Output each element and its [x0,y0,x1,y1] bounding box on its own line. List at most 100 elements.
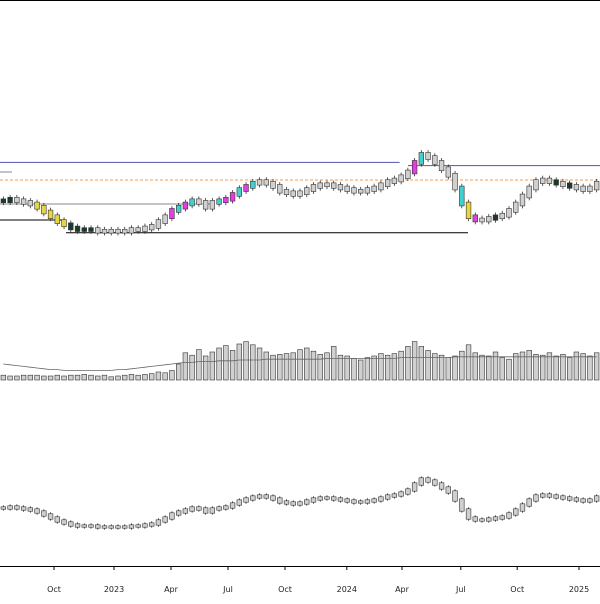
candle [101,228,108,234]
candle [553,494,559,499]
candle [587,498,593,503]
candle [384,494,391,500]
volume-bar [142,374,148,381]
volume-bar [283,353,290,381]
volume-bar [452,355,458,381]
x-tick-label: 2025 [569,585,589,594]
volume-bar [0,374,7,381]
candle [459,498,465,512]
candle [384,179,391,188]
volume-bar [128,374,135,381]
candle [398,174,404,183]
candle [263,494,269,499]
candle [169,512,175,520]
volume-bar [432,353,438,381]
volume-bar [263,351,269,381]
candle [391,493,398,498]
candle [540,177,546,184]
candle [513,508,519,516]
candle [290,501,296,506]
candle [81,227,87,232]
candle [20,198,27,205]
volume-bar [216,347,222,381]
x-axis: Oct 2023 Apr Jul Oct 2024 Apr Jul Oct 2025 [47,566,589,594]
candle [68,222,74,231]
candle [310,497,317,503]
volume-bar [41,375,47,381]
candle [479,217,485,223]
candle [337,184,344,191]
candle [209,200,216,210]
candle [142,523,148,528]
candle [580,185,586,192]
volume-bar [540,354,546,381]
volume-bar [506,358,512,381]
candle [452,490,458,502]
candle [47,209,54,220]
candle [14,196,20,204]
candle [270,180,276,189]
volume-bar [304,347,310,381]
volume-bar [580,353,586,381]
volume-bar [81,374,87,381]
volume-bar [317,354,323,381]
candle [317,496,323,501]
candle [229,192,236,202]
candle [74,523,81,528]
candle [519,503,526,512]
candle [182,201,189,210]
candle [108,228,114,234]
candle [432,479,438,486]
candle [317,182,323,189]
volume-bar [479,354,485,381]
candle [593,180,600,191]
x-tick-label: Jul [455,585,466,594]
candle [256,494,263,499]
volume-bar [472,352,478,381]
candle [324,182,330,188]
candle [88,227,94,232]
volume-bar [189,354,195,381]
candle [425,152,431,160]
candle [560,495,566,500]
candle [567,496,573,501]
x-tick-label: 2023 [104,585,124,594]
volume-bar [533,354,539,381]
volume-bar [418,346,425,381]
candle [418,477,425,486]
candle [14,505,20,510]
candle [7,505,13,510]
price-panel [0,150,600,236]
volume-bar [250,344,256,381]
candle [243,497,249,503]
candle [61,219,67,228]
candle [128,524,135,529]
volume-bar [411,341,418,381]
volume-bar [351,358,357,381]
candle [580,498,586,503]
volume-bar [310,350,317,381]
candle [7,196,13,204]
x-tick-label: Oct [510,585,524,594]
volume-bar [149,373,155,381]
candle [61,519,67,525]
x-tick-label: Oct [47,585,61,594]
candle [68,521,74,527]
volume-bar [553,355,559,381]
candle [47,513,54,520]
volume-bar [27,374,33,381]
volume-bar [384,354,391,381]
volume-bar [223,345,229,381]
candle [95,524,101,529]
candle [378,496,384,502]
candle [445,166,451,178]
candle [391,177,398,184]
volume-bar [209,351,216,381]
candle [182,508,189,514]
candle [122,525,128,529]
candle [0,506,7,510]
candle [263,179,269,186]
volume-bar [54,374,60,381]
candle [438,482,445,490]
volume-bar [47,375,54,381]
